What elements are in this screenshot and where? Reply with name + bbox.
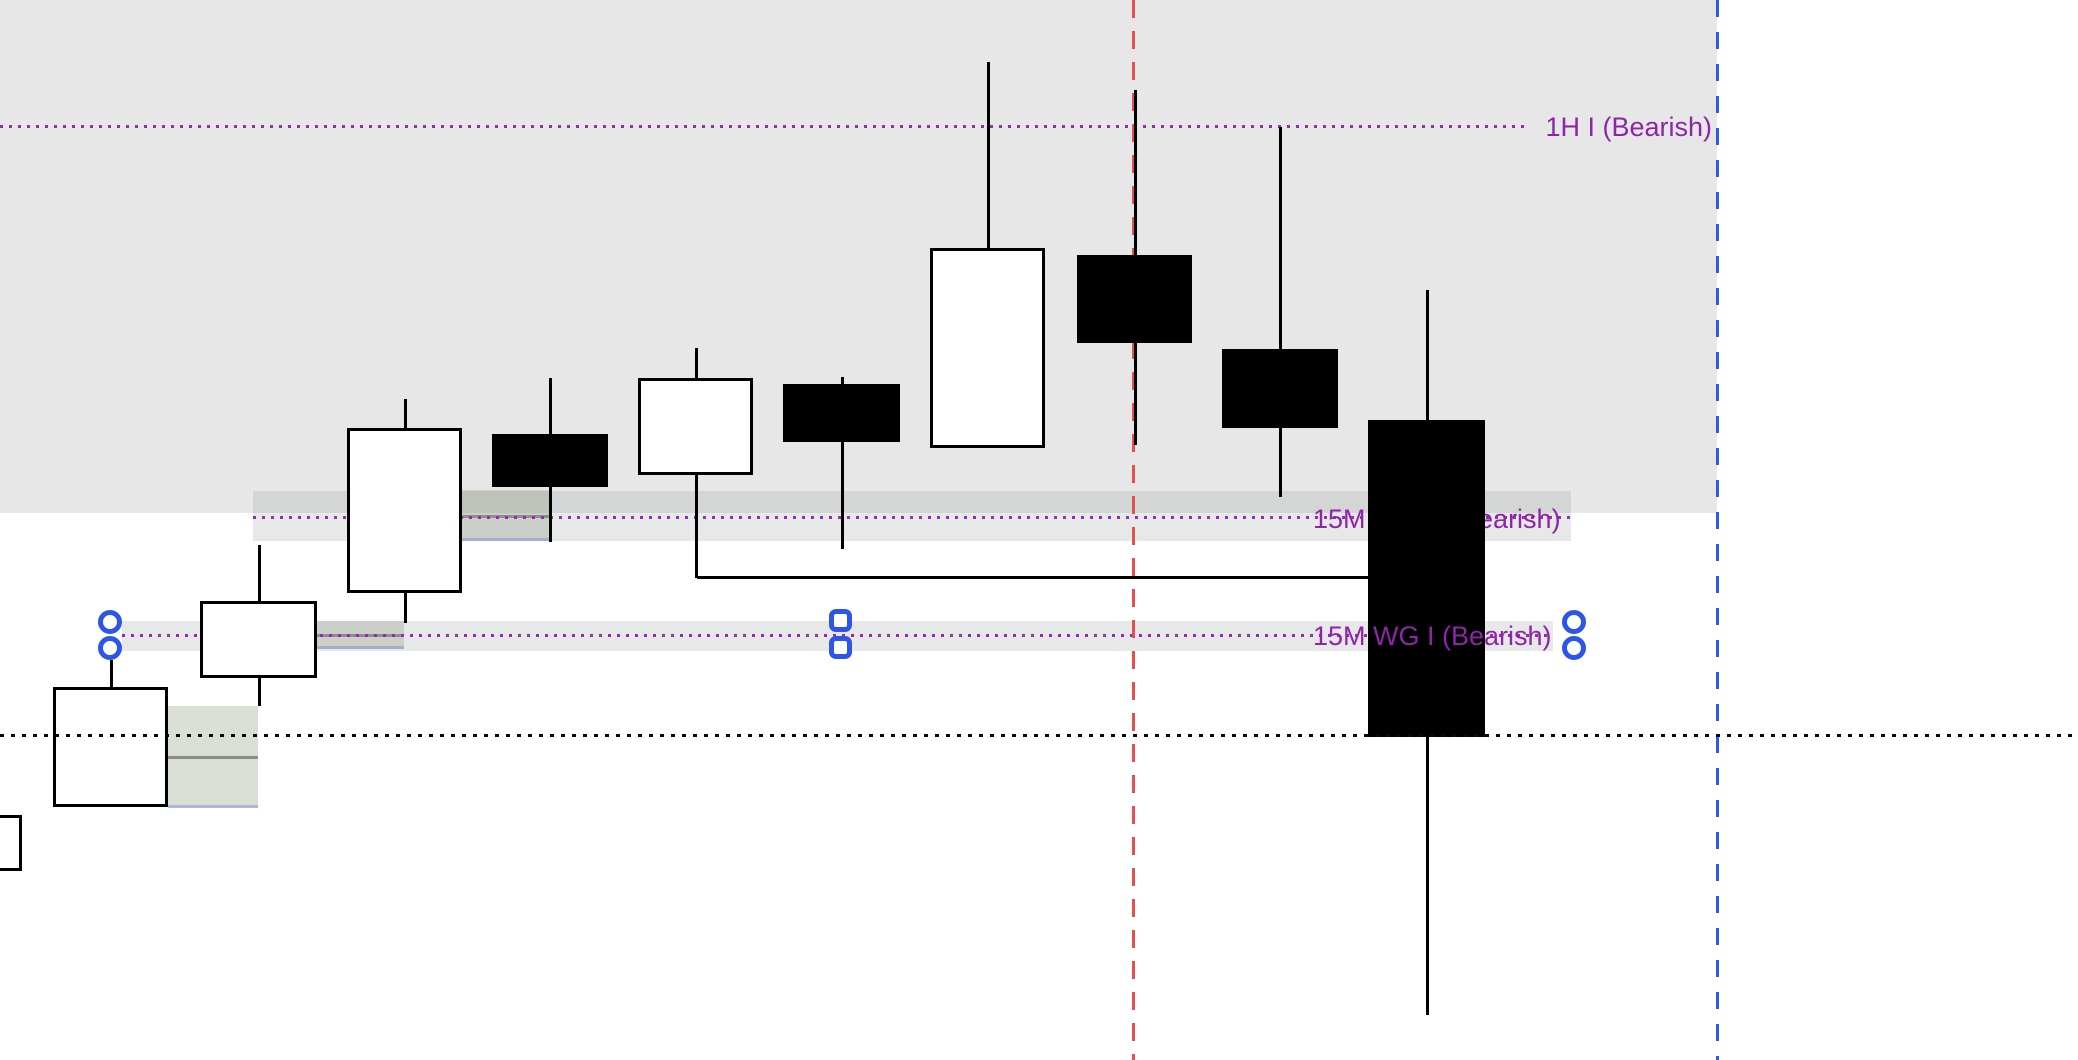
- candle-wick: [1134, 343, 1137, 445]
- candle-wick: [841, 377, 844, 384]
- level-label-15m-wg[interactable]: 15M WG I (Bearish): [1313, 621, 1552, 651]
- candle-wick: [549, 378, 552, 434]
- candle-body-bullish: [0, 815, 22, 871]
- candle-wick: [1426, 737, 1429, 1015]
- candle-wick: [1279, 428, 1282, 497]
- red-session-vline[interactable]: [1132, 0, 1135, 1060]
- drawing-handle-circle[interactable]: [98, 636, 122, 660]
- candle-wick: [404, 593, 407, 623]
- candle-body-bullish: [200, 601, 317, 678]
- level-dotted-line[interactable]: [0, 125, 1525, 128]
- candle-body-bullish: [930, 248, 1045, 448]
- low-dotted-line[interactable]: [0, 734, 2078, 737]
- drawing-handle-square[interactable]: [829, 636, 852, 659]
- drawing-handle-circle[interactable]: [98, 610, 122, 634]
- candle-wick: [695, 475, 698, 578]
- candle-body-bearish: [1077, 255, 1192, 343]
- level-dotted-line[interactable]: [253, 516, 1571, 519]
- drawing-handle-circle[interactable]: [1562, 636, 1586, 660]
- candle-wick: [110, 660, 113, 687]
- fvg-box-midline: [168, 756, 258, 759]
- candle-wick: [258, 545, 261, 601]
- drawing-handle-circle[interactable]: [1562, 610, 1586, 634]
- candle-body-bearish: [1222, 349, 1338, 428]
- candle-body-bullish: [347, 428, 462, 593]
- blue-session-vline[interactable]: [1716, 0, 1719, 1060]
- candle-wick: [549, 487, 552, 542]
- drawing-handle-square[interactable]: [829, 609, 852, 632]
- level-dotted-line[interactable]: [122, 634, 1553, 637]
- candle-body-bearish: [1368, 420, 1485, 737]
- candle-body-bearish: [783, 384, 900, 442]
- candle-body-bullish: [638, 378, 753, 475]
- candle-wick: [1134, 90, 1137, 255]
- structure-connector-line: [697, 576, 1369, 579]
- candle-wick: [258, 678, 261, 706]
- candle-wick: [1279, 127, 1282, 349]
- candle-body-bullish: [53, 687, 168, 807]
- candle-wick: [841, 442, 844, 549]
- level-label-1h-imbalance[interactable]: 1H I (Bearish): [1545, 112, 1712, 142]
- candle-wick: [404, 399, 407, 428]
- candle-wick: [1426, 290, 1429, 420]
- candle-body-bearish: [492, 434, 608, 487]
- candle-wick: [987, 62, 990, 248]
- candle-wick: [695, 348, 698, 378]
